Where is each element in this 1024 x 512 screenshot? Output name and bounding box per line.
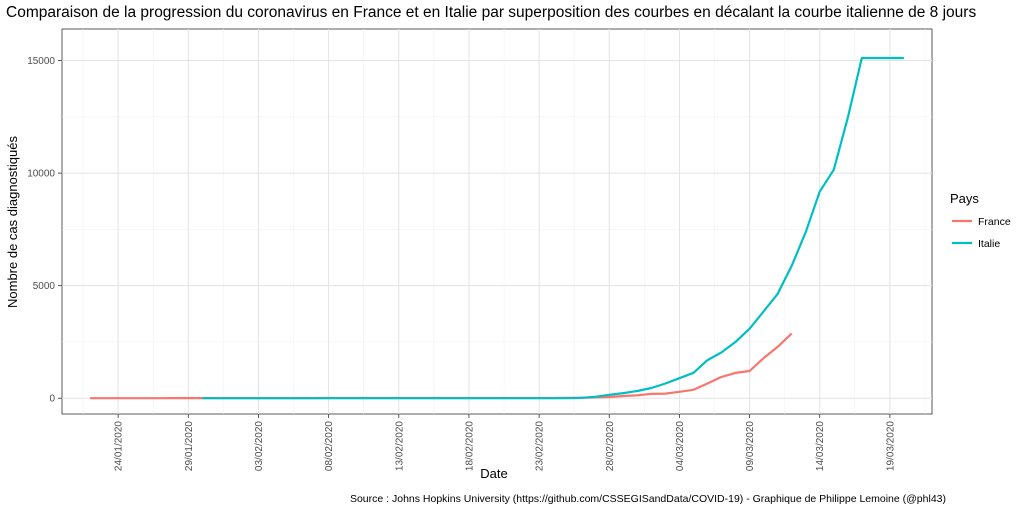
axes: 24/01/2020 29/01/2020 03/02/2020 08/02/2020…: [27, 56, 896, 471]
x-tick-label: 29/01/2020: [184, 421, 195, 471]
x-tick-label: 24/01/2020: [114, 421, 125, 471]
x-tick-label: 14/03/2020: [815, 421, 826, 471]
y-tick-label: 0: [49, 394, 55, 405]
x-tick-label: 04/03/2020: [675, 421, 686, 471]
x-tick-label: 18/02/2020: [464, 421, 475, 471]
y-axis-title: Nombre de cas diagnostiqués: [5, 136, 20, 308]
series-line-italie: [202, 56, 904, 400]
x-axis-title: Date: [480, 466, 507, 481]
plot-panel: [61, 28, 933, 415]
x-tick-label: 08/02/2020: [324, 421, 335, 471]
legend-label-italie: Italie: [978, 238, 1000, 250]
x-tick-label: 03/02/2020: [254, 421, 265, 471]
x-tick-label: 09/03/2020: [745, 421, 756, 471]
x-tick-label: 19/03/2020: [885, 421, 896, 471]
y-tick-label: 15000: [27, 56, 55, 67]
y-tick-label: 10000: [27, 169, 55, 180]
series-lines: [90, 56, 904, 400]
x-tick-label: 23/02/2020: [535, 421, 546, 471]
x-tick-label: 13/02/2020: [394, 421, 405, 471]
chart-title: Comparaison de la progression du coronav…: [6, 4, 977, 21]
legend-label-france: France: [978, 216, 1011, 228]
x-tick-label: 28/02/2020: [605, 421, 616, 471]
legend-title: Pays: [950, 191, 979, 206]
legend: Pays France Italie: [950, 191, 1011, 250]
source-caption: Source : Johns Hopkins University (https…: [349, 493, 946, 505]
y-tick-label: 5000: [33, 281, 56, 292]
